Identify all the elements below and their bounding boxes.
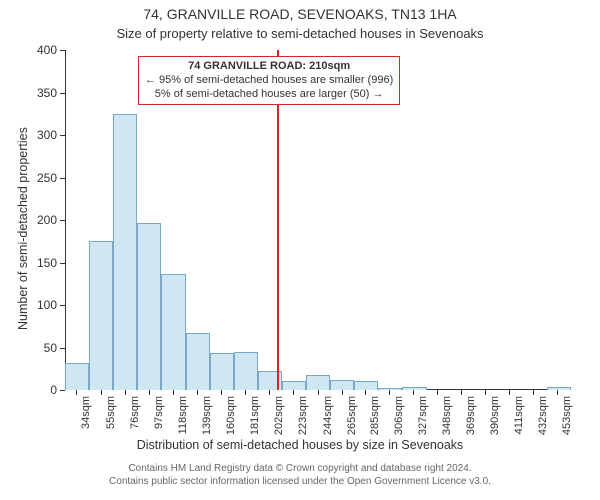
x-axis-label: Distribution of semi-detached houses by … bbox=[0, 438, 600, 452]
footer-line-2: Contains public sector information licen… bbox=[109, 476, 491, 487]
histogram-bar bbox=[547, 387, 571, 390]
x-tick-mark bbox=[76, 390, 77, 395]
x-tick-mark bbox=[389, 390, 390, 395]
histogram-bar bbox=[282, 381, 306, 390]
histogram-bar bbox=[65, 363, 89, 390]
chart-title: 74, GRANVILLE ROAD, SEVENOAKS, TN13 1HA bbox=[0, 6, 600, 22]
x-tick-mark bbox=[173, 390, 174, 395]
x-tick-mark bbox=[149, 390, 150, 395]
x-tick-label: 348sqm bbox=[441, 396, 453, 435]
y-tick-label: 250 bbox=[37, 171, 57, 185]
annotation-line-2: ← 95% of semi-detached houses are smalle… bbox=[145, 74, 393, 88]
x-tick-label: 55sqm bbox=[105, 396, 117, 429]
histogram-bar bbox=[161, 274, 185, 390]
x-tick-label: 411sqm bbox=[513, 396, 525, 434]
annotation-box: 74 GRANVILLE ROAD: 210sqm← 95% of semi-d… bbox=[138, 56, 400, 105]
x-tick-label: 432sqm bbox=[537, 396, 549, 435]
histogram-bar bbox=[330, 380, 354, 390]
footer-attribution: Contains HM Land Registry data © Crown c… bbox=[0, 462, 600, 488]
x-tick-mark bbox=[342, 390, 343, 395]
x-tick-label: 118sqm bbox=[177, 396, 189, 434]
histogram-bar bbox=[402, 387, 426, 390]
x-tick-label: 181sqm bbox=[249, 396, 261, 435]
histogram-bar bbox=[89, 241, 113, 390]
x-tick-mark bbox=[437, 390, 438, 395]
x-tick-mark bbox=[461, 390, 462, 395]
x-tick-mark bbox=[485, 390, 486, 395]
histogram-bar bbox=[354, 381, 378, 390]
annotation-line-1: 74 GRANVILLE ROAD: 210sqm bbox=[145, 60, 393, 74]
y-tick-label: 150 bbox=[37, 256, 57, 270]
x-tick-label: 160sqm bbox=[225, 396, 237, 435]
y-tick-mark bbox=[60, 220, 65, 221]
x-tick-mark bbox=[413, 390, 414, 395]
x-tick-label: 97sqm bbox=[153, 396, 165, 429]
x-tick-label: 390sqm bbox=[489, 396, 501, 435]
x-tick-mark bbox=[221, 390, 222, 395]
y-axis-label: Number of semi-detached properties bbox=[16, 127, 30, 330]
x-tick-mark bbox=[269, 390, 270, 395]
histogram-bar bbox=[210, 353, 234, 390]
y-tick-label: 100 bbox=[37, 298, 57, 312]
x-tick-label: 327sqm bbox=[417, 396, 429, 435]
y-tick-mark bbox=[60, 135, 65, 136]
y-tick-mark bbox=[60, 305, 65, 306]
y-tick-mark bbox=[60, 263, 65, 264]
x-tick-label: 223sqm bbox=[297, 396, 309, 435]
y-tick-mark bbox=[60, 93, 65, 94]
x-tick-mark bbox=[293, 390, 294, 395]
plot-area: 05010015020025030035040034sqm55sqm76sqm9… bbox=[65, 50, 570, 390]
y-tick-mark bbox=[60, 50, 65, 51]
histogram-bar bbox=[113, 114, 137, 390]
y-tick-label: 350 bbox=[37, 86, 57, 100]
chart-container: 74, GRANVILLE ROAD, SEVENOAKS, TN13 1HA … bbox=[0, 0, 600, 500]
y-axis-line bbox=[65, 50, 66, 390]
y-tick-label: 0 bbox=[50, 383, 57, 397]
x-tick-label: 139sqm bbox=[201, 396, 213, 435]
y-tick-label: 200 bbox=[37, 213, 57, 227]
y-tick-mark bbox=[60, 348, 65, 349]
y-tick-mark bbox=[60, 178, 65, 179]
histogram-bar bbox=[306, 375, 330, 390]
x-tick-mark bbox=[557, 390, 558, 395]
footer-line-1: Contains HM Land Registry data © Crown c… bbox=[128, 463, 471, 474]
chart-subtitle: Size of property relative to semi-detach… bbox=[0, 26, 600, 41]
y-tick-mark bbox=[60, 390, 65, 391]
x-tick-label: 76sqm bbox=[129, 396, 141, 429]
x-tick-label: 202sqm bbox=[273, 396, 285, 435]
y-tick-label: 400 bbox=[37, 43, 57, 57]
x-tick-label: 265sqm bbox=[346, 396, 358, 435]
x-tick-mark bbox=[318, 390, 319, 395]
x-tick-label: 34sqm bbox=[80, 396, 92, 429]
x-tick-label: 453sqm bbox=[561, 396, 573, 435]
histogram-bar bbox=[186, 333, 210, 390]
x-tick-label: 369sqm bbox=[465, 396, 477, 435]
x-tick-mark bbox=[125, 390, 126, 395]
x-tick-mark bbox=[533, 390, 534, 395]
histogram-bar bbox=[137, 223, 161, 390]
x-tick-mark bbox=[509, 390, 510, 395]
x-tick-label: 306sqm bbox=[393, 396, 405, 435]
histogram-bar bbox=[378, 388, 402, 390]
histogram-bar bbox=[234, 352, 258, 390]
x-tick-mark bbox=[365, 390, 366, 395]
y-tick-label: 50 bbox=[44, 341, 57, 355]
x-tick-mark bbox=[197, 390, 198, 395]
x-tick-mark bbox=[101, 390, 102, 395]
annotation-line-3: 5% of semi-detached houses are larger (5… bbox=[145, 88, 393, 102]
x-tick-label: 244sqm bbox=[322, 396, 334, 435]
y-tick-label: 300 bbox=[37, 128, 57, 142]
x-tick-mark bbox=[245, 390, 246, 395]
x-tick-label: 285sqm bbox=[369, 396, 381, 435]
